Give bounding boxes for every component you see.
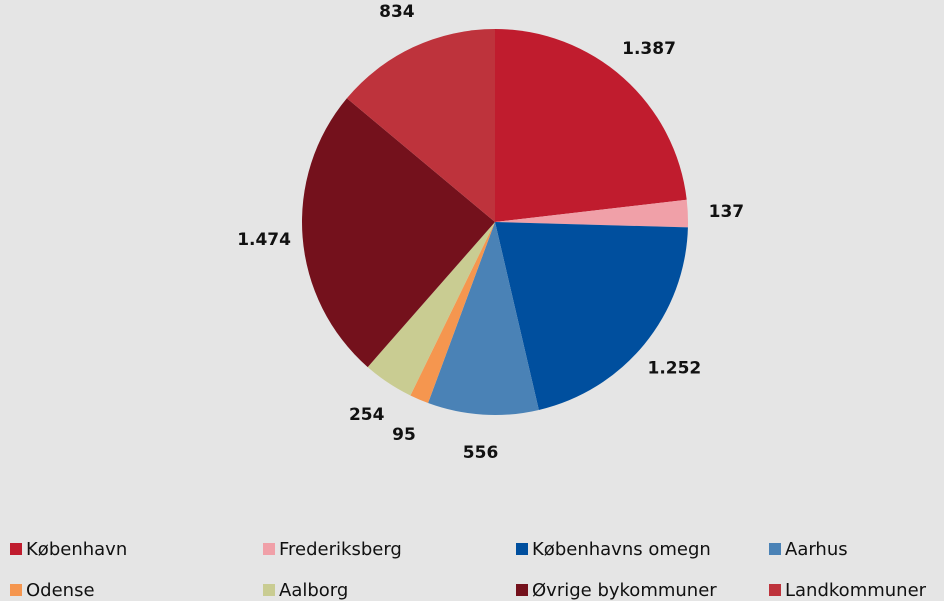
legend-swatch — [516, 543, 528, 555]
legend-swatch — [10, 584, 22, 596]
value-label: 254 — [349, 405, 385, 425]
value-label: 1.387 — [622, 39, 676, 59]
legend-swatch — [516, 584, 528, 596]
value-label: 95 — [392, 425, 416, 445]
pie-slice — [495, 199, 688, 228]
pie-slice — [495, 222, 688, 410]
pie-slice — [367, 222, 495, 396]
legend-swatch — [769, 584, 781, 596]
pie-slice — [410, 222, 495, 404]
legend-label: Frederiksberg — [279, 539, 402, 560]
value-label: 834 — [379, 2, 415, 22]
pie-slice — [495, 29, 687, 222]
value-label: 556 — [463, 443, 499, 463]
legend-label: Landkommuner — [785, 580, 927, 601]
legend-swatch — [769, 543, 781, 555]
legend-swatch — [263, 543, 275, 555]
legend-label: Aalborg — [279, 580, 348, 601]
pie-slice — [301, 98, 495, 368]
legend-label: Odense — [26, 580, 95, 601]
value-label: 1.252 — [647, 358, 701, 378]
pie-slice — [346, 29, 495, 222]
legend-swatch — [10, 543, 22, 555]
value-label: 1.474 — [237, 230, 291, 250]
pie-slice — [428, 222, 539, 415]
legend-label: København — [26, 539, 127, 560]
legend-swatch — [263, 584, 275, 596]
legend-label: Københavns omegn — [532, 539, 711, 560]
legend-label: Øvrige bykommuner — [532, 580, 717, 601]
value-label: 137 — [709, 202, 745, 222]
legend-label: Aarhus — [785, 539, 848, 560]
